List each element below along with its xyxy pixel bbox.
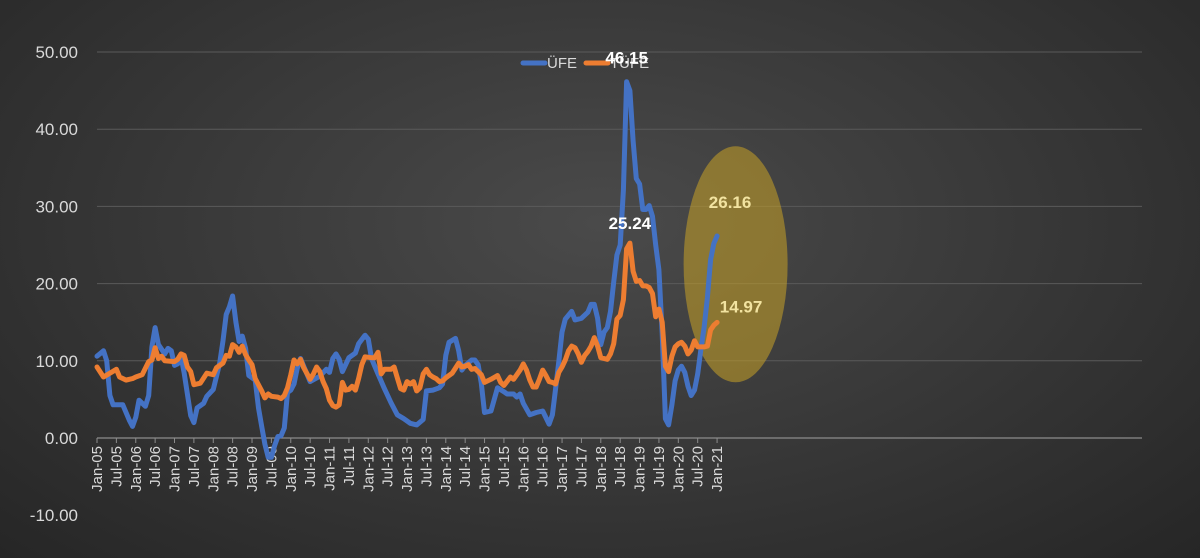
highlight-ellipse <box>683 146 788 383</box>
x-tick-label: Jan-08 <box>205 446 222 492</box>
x-tick-label: Jan-16 <box>515 446 532 492</box>
x-tick-label: Jan-06 <box>128 446 145 492</box>
legend-label: ÜFE <box>547 54 577 72</box>
y-tick-label: 20.00 <box>35 275 78 294</box>
x-tick-label: Jan-10 <box>283 446 300 492</box>
x-tick-label: Jul-14 <box>457 446 474 487</box>
y-axis: 50.00 40.00 30.00 20.00 10.00 0.00 -10.00 <box>30 43 78 525</box>
y-tick-label: 30.00 <box>35 197 78 216</box>
x-tick-label: Jan-11 <box>322 446 339 491</box>
x-tick-label: Jan-05 <box>89 446 106 492</box>
x-tick-label: Jan-09 <box>244 446 261 492</box>
y-tick-label: 10.00 <box>35 352 78 371</box>
x-tick-label: Jul-16 <box>535 446 552 487</box>
x-axis: Jan-05 Jul-05 Jan-06 Jul-06 Jan-07 Jul-07 Jan-… <box>89 437 1142 492</box>
legend-label: TÜFE <box>610 54 649 72</box>
x-tick-label: Jul-10 <box>302 446 319 487</box>
x-tick-label: Jan-18 <box>593 446 610 492</box>
y-tick-label: 0.00 <box>45 429 78 448</box>
x-tick-label: Jul-13 <box>418 446 435 487</box>
x-tick-label: Jul-19 <box>651 446 668 487</box>
x-tick-label: Jul-12 <box>380 446 397 487</box>
gridlines <box>97 51 1142 362</box>
legend: ÜFE TÜFE <box>520 54 649 72</box>
x-tick-label: Jan-21 <box>709 446 726 492</box>
value-label: 14.97 <box>720 297 763 316</box>
x-tick-label: Jul-05 <box>108 446 125 487</box>
x-tick-label: Jan-13 <box>399 446 416 492</box>
x-tick-label: Jan-14 <box>438 446 455 492</box>
x-tick-label: Jul-11 <box>341 446 358 486</box>
series-lines <box>94 79 720 460</box>
x-tick-label: Jan-20 <box>670 446 687 492</box>
series-line-tufe <box>94 240 720 410</box>
x-tick-label: Jul-06 <box>147 446 164 487</box>
series-line-ufe <box>94 79 720 460</box>
x-tick-label: Jan-19 <box>632 446 649 492</box>
y-tick-label: -10.00 <box>30 506 78 525</box>
x-tick-label: Jan-17 <box>554 446 571 492</box>
x-tick-label: Jul-08 <box>225 446 242 487</box>
x-tick-label: Jul-15 <box>496 446 513 487</box>
y-tick-label: 50.00 <box>35 43 78 62</box>
value-annotations: 46.15 25.24 26.16 14.97 <box>605 49 762 317</box>
value-label: 26.16 <box>709 193 752 212</box>
highlight-region <box>683 146 788 383</box>
x-tick-label: Jan-12 <box>360 446 377 492</box>
x-tick-label: Jul-17 <box>573 446 590 487</box>
value-label: 25.24 <box>609 214 652 233</box>
x-tick-label: Jul-07 <box>186 446 203 487</box>
x-tick-label: Jan-15 <box>477 446 494 492</box>
x-tick-label: Jul-18 <box>612 446 629 487</box>
y-tick-label: 40.00 <box>35 120 78 139</box>
value-label: 46.15 <box>605 49 648 68</box>
x-tick-label: Jul-20 <box>690 446 707 487</box>
x-tick-label: Jan-07 <box>167 446 184 492</box>
